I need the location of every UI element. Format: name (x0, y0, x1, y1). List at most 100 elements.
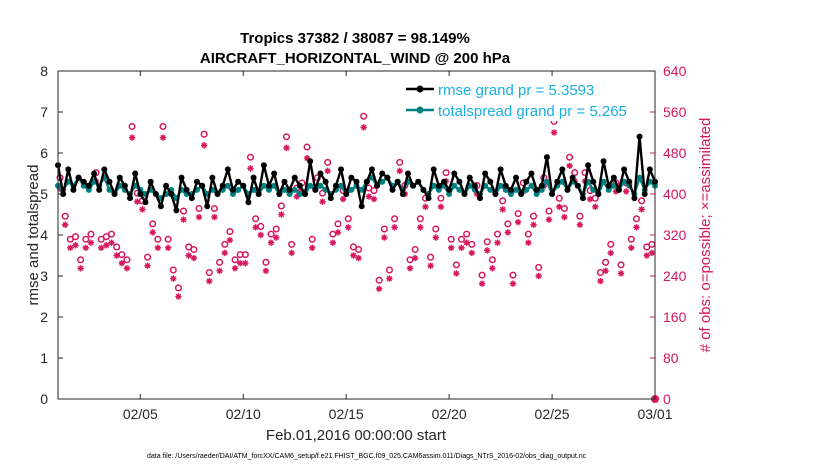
obs-assimilated-point (489, 265, 496, 272)
obs-assimilated-point (427, 262, 434, 269)
obs-possible-point (355, 245, 363, 254)
rmse-point (523, 178, 530, 185)
rmse-point (399, 191, 406, 197)
rmse-point (307, 158, 314, 165)
obs-assimilated-point (247, 165, 254, 172)
y-tick-label-right: 320 (663, 227, 687, 243)
rmse-point (188, 195, 195, 202)
obs-assimilated-point (134, 198, 141, 205)
rmse-point (466, 174, 473, 181)
obs-assimilated-point (494, 239, 501, 246)
obs-assimilated-point (216, 267, 223, 275)
obs-possible-point (488, 256, 496, 264)
obs-possible-point (71, 233, 80, 241)
obs-possible-point (452, 261, 460, 269)
obs-possible-point (272, 225, 280, 233)
rmse-point (564, 186, 571, 193)
obs-assimilated-point (144, 262, 151, 269)
obs-assimilated-point (607, 249, 614, 257)
rmse-point (163, 182, 170, 189)
plot-area (58, 71, 655, 399)
totalspread-point (317, 182, 324, 189)
rmse-point (379, 170, 386, 177)
obs-assimilated-point (509, 280, 517, 287)
obs-assimilated-point (164, 244, 172, 252)
obs-assimilated-point (648, 249, 656, 257)
obs-assimilated-point (504, 229, 512, 236)
totalspread-point (291, 186, 298, 193)
totalspread-point (85, 186, 92, 193)
obs-possible-point (190, 245, 198, 254)
obs-possible-point (627, 235, 635, 243)
obs-assimilated-point (82, 244, 89, 252)
rmse-point (389, 186, 396, 193)
plot-frame (57, 70, 656, 400)
rmse-point (178, 174, 185, 181)
rmse-point (312, 186, 319, 193)
rmse-point (85, 182, 92, 189)
obs-possible-point (252, 215, 260, 223)
rmse-point (626, 178, 633, 185)
obs-assimilated-point (550, 129, 558, 136)
obs-assimilated-point (396, 167, 403, 175)
obs-possible-point (442, 169, 450, 177)
rmse-point (209, 174, 216, 181)
obs-assimilated-point (391, 224, 398, 231)
totalspread-point (451, 182, 458, 189)
obs-possible-point (174, 284, 182, 292)
rmse-point (271, 170, 278, 177)
obs-assimilated-point (339, 195, 347, 203)
obs-assimilated-point (545, 216, 553, 223)
obs-possible-point (216, 258, 224, 266)
rmse-point (132, 170, 139, 177)
obs-possible-point (380, 225, 388, 233)
obs-assimilated-point (154, 244, 162, 252)
rmse-point (368, 166, 375, 173)
rmse-point (528, 170, 535, 177)
obs-assimilated-point (195, 213, 203, 221)
rmse-point (338, 166, 345, 173)
rmse-point (193, 178, 200, 185)
obs-assimilated-point (252, 224, 259, 231)
obs-assimilated-point (185, 252, 192, 259)
rmse-point (353, 178, 360, 185)
obs-assimilated-point (221, 249, 228, 257)
rmse-point (116, 174, 123, 181)
obs-assimilated-point (411, 254, 419, 262)
rmse-point (538, 182, 545, 189)
totalspread-point (106, 186, 113, 193)
obs-possible-point (180, 207, 188, 215)
y-tick-label-right: 480 (663, 145, 687, 161)
obs-assimilated-point (602, 267, 609, 275)
obs-possible-point (566, 153, 574, 161)
obs-assimilated-point (231, 265, 239, 272)
obs-assimilated-point (535, 272, 542, 280)
totalspread-point (260, 182, 267, 189)
obs-assimilated-point (267, 239, 275, 246)
rmse-point (435, 182, 442, 189)
obs-assimilated-point (365, 193, 373, 200)
obs-assimilated-point (463, 239, 470, 246)
obs-possible-point (535, 263, 543, 271)
obs-assimilated-point (628, 244, 635, 252)
rmse-point (260, 162, 267, 169)
obs-possible-point (607, 240, 615, 248)
obs-assimilated-point (170, 275, 177, 282)
obs-assimilated-point (576, 221, 584, 228)
obs-assimilated-point (355, 254, 362, 262)
rmse-point (641, 191, 648, 197)
obs-possible-point (344, 215, 352, 223)
totalspread-point (224, 182, 231, 189)
y-tick-label-left: 2 (40, 309, 48, 325)
rmse-point (471, 182, 478, 189)
obs-assimilated-point (128, 134, 136, 141)
rmse-point (80, 178, 87, 185)
obs-assimilated-point (592, 203, 599, 211)
y-tick-label-left: 4 (40, 227, 48, 243)
rmse-point (75, 174, 82, 181)
rmse-point (487, 178, 494, 185)
totalspread-point (296, 191, 303, 197)
obs-possible-point (591, 194, 599, 202)
rmse-point (224, 166, 231, 173)
